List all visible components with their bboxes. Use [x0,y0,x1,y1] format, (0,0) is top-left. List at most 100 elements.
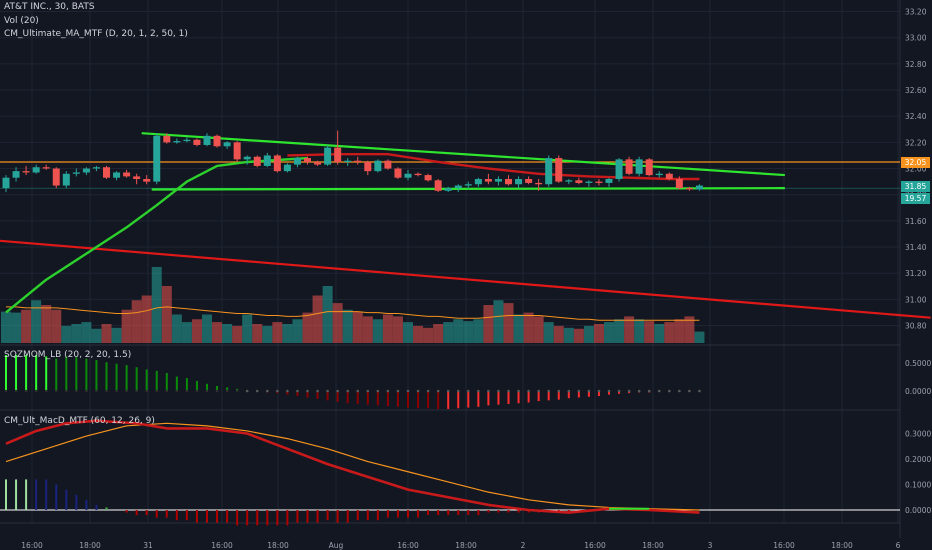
volume-bar [71,324,82,343]
volume-bar [131,300,142,343]
squeeze-dot [85,389,88,393]
time-tick-label: 18:00 [455,541,477,550]
squeeze-dot [266,389,269,393]
squeeze-dot [205,389,209,393]
squeeze-dot [195,389,199,393]
volume-bar [513,314,524,343]
volume-bar [101,324,112,343]
volume-bar [292,319,303,343]
candle-body [675,179,683,189]
volume-bar [61,325,72,343]
candle-body [92,167,100,169]
candle-body [515,179,523,185]
candle-body [12,171,20,178]
red-trendline [0,239,931,319]
squeeze-dot [698,389,701,393]
squeeze-dot [557,389,561,393]
squeeze-dot [14,389,18,393]
candle-body [464,184,472,186]
time-tick-label: 18:00 [79,541,101,550]
time-tick-label: 2 [521,541,526,550]
macd-tick-label: 0.3000 [905,430,931,439]
candle-body [334,147,342,162]
candle-body [133,176,141,180]
price-tick-label: 31.00 [905,295,927,304]
macd-legend: CM_Ult_MacD_MTF (60, 12, 26, 9) [4,416,155,426]
volume-bar [322,286,333,343]
candle-body [223,142,231,147]
candle-body [293,158,301,165]
squeeze-dot [446,389,450,393]
time-tick-label: 3 [708,541,713,550]
squeeze-tick-label: 0.0000 [905,387,931,396]
time-tick-label: 18:00 [831,541,853,550]
candle-body [123,172,131,177]
squeeze-dot [75,389,78,393]
ma-red-line [287,152,700,181]
candle-body [203,135,211,145]
volume-bar [362,316,373,343]
squeeze-dot [24,389,28,393]
macd-tick-label: 0.2000 [905,455,931,464]
price-tick-label: 33.00 [905,34,927,43]
price-tick-label: 32.40 [905,112,927,121]
candle-body [665,173,673,180]
macd-tick-label: 0.0000 [905,506,931,515]
candle-body [103,167,110,178]
candle-body [62,173,70,186]
candle-body [484,179,492,182]
candle-body [143,179,151,182]
squeeze-dot [225,389,229,393]
squeeze-dot [436,389,440,393]
squeeze-dot [647,389,651,393]
squeeze-dot [165,389,169,393]
squeeze-dot [487,389,490,393]
volume-bar [503,303,514,343]
volume-bar [272,322,283,343]
volume-bar [392,316,403,343]
volume-bar [161,286,172,343]
squeeze-dot [577,389,581,393]
squeeze-dot [145,389,148,393]
candle-body [565,180,573,182]
volume-bar [81,322,92,343]
candle-body [263,155,271,166]
squeeze-dot [627,389,631,393]
squeeze-dot [567,389,571,393]
volume-bar [31,300,42,343]
volume-bar [674,319,685,343]
time-tick-label: Aug [329,541,344,550]
volume-bar [433,324,444,343]
volume-bar [463,321,474,343]
volume-bar [181,322,192,343]
volume-legend: Vol (20) [4,16,39,26]
volume-bar [1,311,11,343]
candle-body [243,156,251,160]
time-tick-label: 31 [143,541,153,550]
candle-body [173,141,181,143]
squeeze-dot [547,389,550,393]
volume-bar [21,309,32,343]
volume-bar [543,322,554,343]
price-tick-label: 31.60 [905,217,927,226]
volume-bar [644,321,655,343]
candle-body [505,179,512,185]
volume-bar [493,300,504,343]
squeeze-dot [376,389,380,393]
volume-bar [553,325,564,343]
squeeze-dot [185,389,189,393]
candle-body [183,139,191,142]
volume-bar [332,303,343,343]
candle-body [404,173,412,178]
candle-body [645,159,653,176]
candle-body [354,160,362,162]
price-tick-label: 33.20 [905,8,927,17]
candle-body [454,185,462,189]
price-tick-label: 30.80 [905,322,927,331]
candle-body [82,168,90,173]
price-tick-label: 31.20 [905,269,927,278]
volume-bar [372,319,383,343]
volume-bar [523,312,534,343]
volume-bar [171,314,182,343]
